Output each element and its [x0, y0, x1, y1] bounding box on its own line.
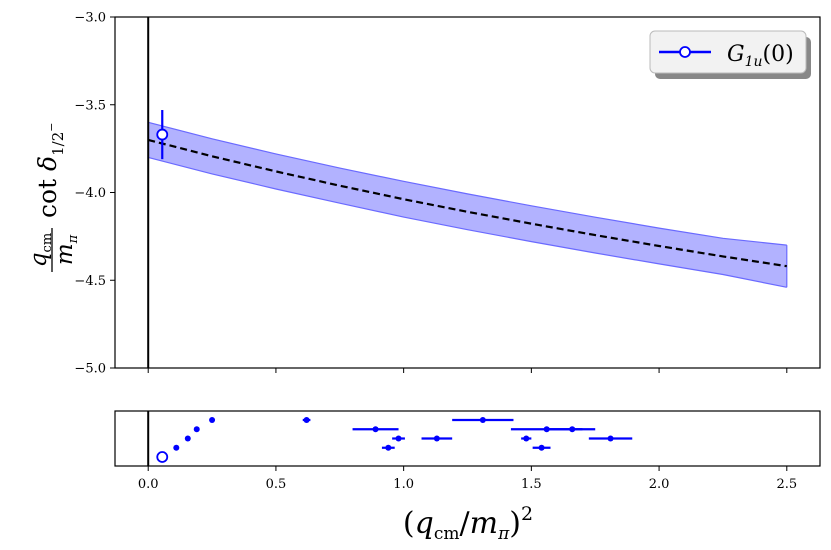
spectrum-point-9	[433, 435, 440, 442]
legend: G1u(0)	[649, 30, 811, 79]
legend-marker	[679, 46, 691, 58]
spectrum-point-10	[479, 417, 486, 423]
x-axis-label: (qcm/mπ)2	[403, 503, 533, 544]
main-y-ticks: −5.0 −4.5 −4.0 −3.5 −3.0	[74, 11, 115, 377]
spectrum-data-points	[156, 417, 633, 463]
spectrum-panel: 0.0 0.5 1.0 1.5 2.0 2.5	[114, 410, 821, 492]
spectrum-point-2	[184, 435, 191, 442]
spectrum-point-15	[607, 435, 614, 442]
ylabel-q: qcm	[26, 233, 55, 267]
spectrum-xtick-label-3: 1.5	[521, 477, 542, 492]
spectrum-point-11	[523, 435, 530, 442]
spectrum-point-0	[156, 451, 169, 463]
spectrum-point-5	[303, 417, 310, 423]
band-lower-edge	[148, 156, 787, 288]
y-axis-label: qcm mπ cot δ1/2−	[26, 123, 81, 272]
legend-box	[649, 30, 807, 74]
xlabel-text: (qcm/mπ)2	[403, 503, 533, 544]
spectrum-point-13	[538, 444, 545, 451]
spectrum-point-12	[543, 426, 550, 433]
main-panel: −5.0 −4.5 −4.0 −3.5 −3.0 G1u(0) qcm mπ cot δ…	[26, 11, 821, 377]
spectrum-x-ticks: 0.0 0.5 1.0 1.5 2.0 2.5	[138, 466, 797, 492]
ylabel-cot: cot δ1/2−	[33, 123, 67, 218]
main-data-points	[156, 110, 169, 160]
spectrum-xtick-label-1: 0.5	[266, 477, 287, 492]
main-ytick-label-4: −3.0	[74, 11, 106, 26]
spectrum-xtick-label-2: 1.0	[393, 477, 414, 492]
spectrum-point-6	[372, 426, 379, 433]
main-ytick-label-0: −5.0	[74, 362, 106, 377]
spectrum-point-8	[395, 435, 402, 442]
main-ytick-label-2: −4.0	[74, 186, 106, 201]
spectrum-point-4	[209, 417, 216, 423]
legend-label: G1u(0)	[727, 42, 794, 70]
fit-dashed-line	[147, 138, 787, 268]
band-upper-edge	[148, 121, 787, 246]
main-ytick-label-1: −4.5	[74, 274, 106, 289]
fit-error-band	[148, 122, 787, 288]
ylabel-m: mπ	[52, 234, 81, 265]
spectrum-plot-frame	[114, 410, 821, 467]
spectrum-xtick-label-5: 2.5	[776, 477, 797, 492]
spectrum-xtick-label-0: 0.0	[138, 477, 159, 492]
spectrum-point-7	[385, 444, 392, 451]
spectrum-point-1	[173, 444, 180, 451]
spectrum-point-14	[569, 426, 576, 433]
main-ytick-label-3: −3.5	[74, 98, 106, 113]
main-point-0	[156, 128, 169, 141]
main-x-ticks	[147, 368, 788, 373]
spectrum-point-3	[193, 426, 200, 433]
spectrum-xtick-label-4: 2.0	[649, 477, 670, 492]
